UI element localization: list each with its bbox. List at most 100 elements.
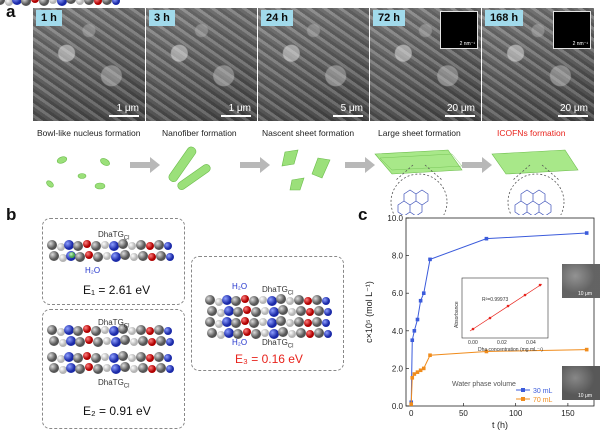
nanofiber-shape bbox=[177, 164, 211, 190]
plot-frame bbox=[405, 217, 595, 407]
molecule-row bbox=[205, 316, 330, 328]
stage-label-5: ICOFNs formation bbox=[497, 128, 566, 138]
arrow-icon bbox=[130, 157, 160, 173]
stage-label-1: Bowl-like nucleus formation bbox=[37, 128, 141, 138]
sem-image-3h: 3 h 1 μm bbox=[146, 8, 257, 121]
series-point-1 bbox=[418, 368, 423, 373]
dimer-box-3 bbox=[191, 256, 344, 371]
nucleus-shape bbox=[77, 173, 87, 179]
series-point-0 bbox=[484, 236, 489, 241]
inset-ylabel: Absorbance bbox=[454, 301, 460, 328]
framework-lattice bbox=[397, 189, 429, 215]
time-tag: 72 h bbox=[373, 10, 406, 26]
molecule-row bbox=[49, 335, 174, 347]
x-tick-label: 50 bbox=[459, 409, 468, 418]
inset-scale: 10 μm bbox=[578, 291, 592, 297]
nascent-sheet-shape bbox=[281, 149, 299, 167]
panel-letter-a: a bbox=[6, 2, 16, 21]
energy-e3: E₃ = 0.16 eV bbox=[235, 352, 303, 366]
scale-bar: 1 μm bbox=[221, 103, 251, 117]
arrow-icon bbox=[240, 157, 270, 173]
saed-pattern: 2 nm⁻¹ bbox=[440, 11, 478, 49]
nascent-sheet-shape bbox=[311, 157, 331, 179]
legend-series-30ml: 30 mL bbox=[533, 388, 553, 395]
x-tick-label: 100 bbox=[509, 409, 523, 418]
framework-lattice bbox=[514, 189, 552, 215]
scale-bar: 20 μm bbox=[445, 103, 475, 117]
dhatg-label: DhaTGCl bbox=[98, 318, 130, 330]
legend-series-70ml: 70 mL bbox=[533, 397, 553, 404]
series-point-0 bbox=[412, 329, 417, 333]
saed-pattern: 2 nm⁻¹ bbox=[553, 11, 591, 49]
r-squared: R²=0.99973 bbox=[482, 297, 508, 303]
inset-xlabel: Dha concentration (mg mL⁻¹) bbox=[478, 347, 543, 353]
water-label: H₂O bbox=[232, 282, 248, 291]
legend: Water phase volume 30 mL 70 mL bbox=[452, 381, 553, 404]
time-tag: 24 h bbox=[261, 10, 294, 26]
y-tick-label: 10.0 bbox=[387, 214, 403, 223]
sem-image-1h: 1 h 1 μm bbox=[33, 8, 145, 121]
scale-bar: 5 μm bbox=[333, 103, 363, 117]
series-point-1 bbox=[410, 376, 415, 380]
dimer-box-1 bbox=[42, 218, 185, 305]
series-point-1 bbox=[421, 366, 426, 371]
y-axis-label: c×10⁵ (mol L⁻¹) bbox=[364, 281, 374, 343]
dimer-box-2 bbox=[42, 309, 185, 429]
large-sheet-shape bbox=[374, 149, 463, 175]
growth-schematic bbox=[46, 146, 579, 215]
arrow-icon bbox=[345, 157, 375, 173]
inset-xtick: 0.00 bbox=[468, 340, 478, 346]
panel-letter-b: b bbox=[6, 205, 17, 224]
series-point-1 bbox=[412, 372, 417, 376]
x-tick-label: 150 bbox=[561, 409, 575, 418]
panel-letter-c: c bbox=[358, 205, 368, 224]
series-point-1 bbox=[428, 353, 432, 358]
series-point-1 bbox=[584, 347, 589, 352]
series-line-1 bbox=[410, 349, 587, 405]
x-axis-label: t (h) bbox=[492, 420, 508, 430]
y-tick-label: 6.0 bbox=[392, 289, 404, 298]
sem-image-168h: 168 h 2 nm⁻¹ 20 μm bbox=[482, 8, 594, 121]
fit-line bbox=[469, 283, 543, 332]
stage-label-2: Nanofiber formation bbox=[162, 128, 237, 138]
legend-title: Water phase volume bbox=[452, 381, 516, 388]
sem-image-24h: 24 h 5 μm bbox=[258, 8, 369, 121]
series-point-0 bbox=[410, 338, 415, 342]
molecule-row bbox=[47, 351, 172, 363]
energy-e1: E₁ = 2.61 eV bbox=[83, 283, 151, 297]
time-tag: 168 h bbox=[485, 10, 524, 26]
nucleus-shape bbox=[56, 156, 68, 164]
nascent-sheet-shape bbox=[289, 177, 305, 191]
zoom-circle bbox=[390, 173, 448, 215]
series-point-0 bbox=[418, 298, 423, 303]
stage-label-3: Nascent sheet formation bbox=[262, 128, 355, 138]
dhatg-label: DhaTGCl bbox=[262, 338, 294, 350]
y-tick-label: 2.0 bbox=[392, 364, 404, 373]
sem-image-72h: 72 h 2 nm⁻¹ 20 μm bbox=[370, 8, 481, 121]
energy-e2: E₂ = 0.91 eV bbox=[83, 404, 151, 418]
dhatg-label: DhaTGCl bbox=[98, 230, 130, 242]
y-tick-label: 0.0 bbox=[392, 402, 404, 411]
series-point-1 bbox=[415, 370, 420, 374]
inset-scale: 10 μm bbox=[578, 393, 592, 399]
molecule-row bbox=[49, 362, 174, 374]
inset-xtick: 0.04 bbox=[526, 340, 536, 346]
nucleus-shape bbox=[100, 158, 110, 166]
series-point-0 bbox=[428, 257, 432, 262]
y-tick-label: 8.0 bbox=[392, 252, 404, 261]
zoom-circle bbox=[507, 173, 565, 215]
series-point-1 bbox=[409, 402, 414, 406]
series-point-0 bbox=[421, 291, 426, 295]
inset-calibration: R²=0.99973 0.00 0.02 0.04 Dha concentrat… bbox=[454, 277, 549, 353]
icofn-sheet-shape bbox=[491, 149, 579, 175]
series-point-0 bbox=[415, 317, 420, 322]
water-label: H₂O bbox=[85, 266, 101, 275]
arrow-icon bbox=[462, 157, 492, 173]
water-label: H₂O bbox=[232, 338, 248, 347]
dhatg-label: DhaTGCl bbox=[262, 285, 294, 297]
nanofiber-shape bbox=[168, 146, 197, 182]
inset-xtick: 0.02 bbox=[497, 340, 507, 346]
stage-label-4: Large sheet formation bbox=[378, 128, 461, 138]
time-tag: 3 h bbox=[149, 10, 175, 26]
